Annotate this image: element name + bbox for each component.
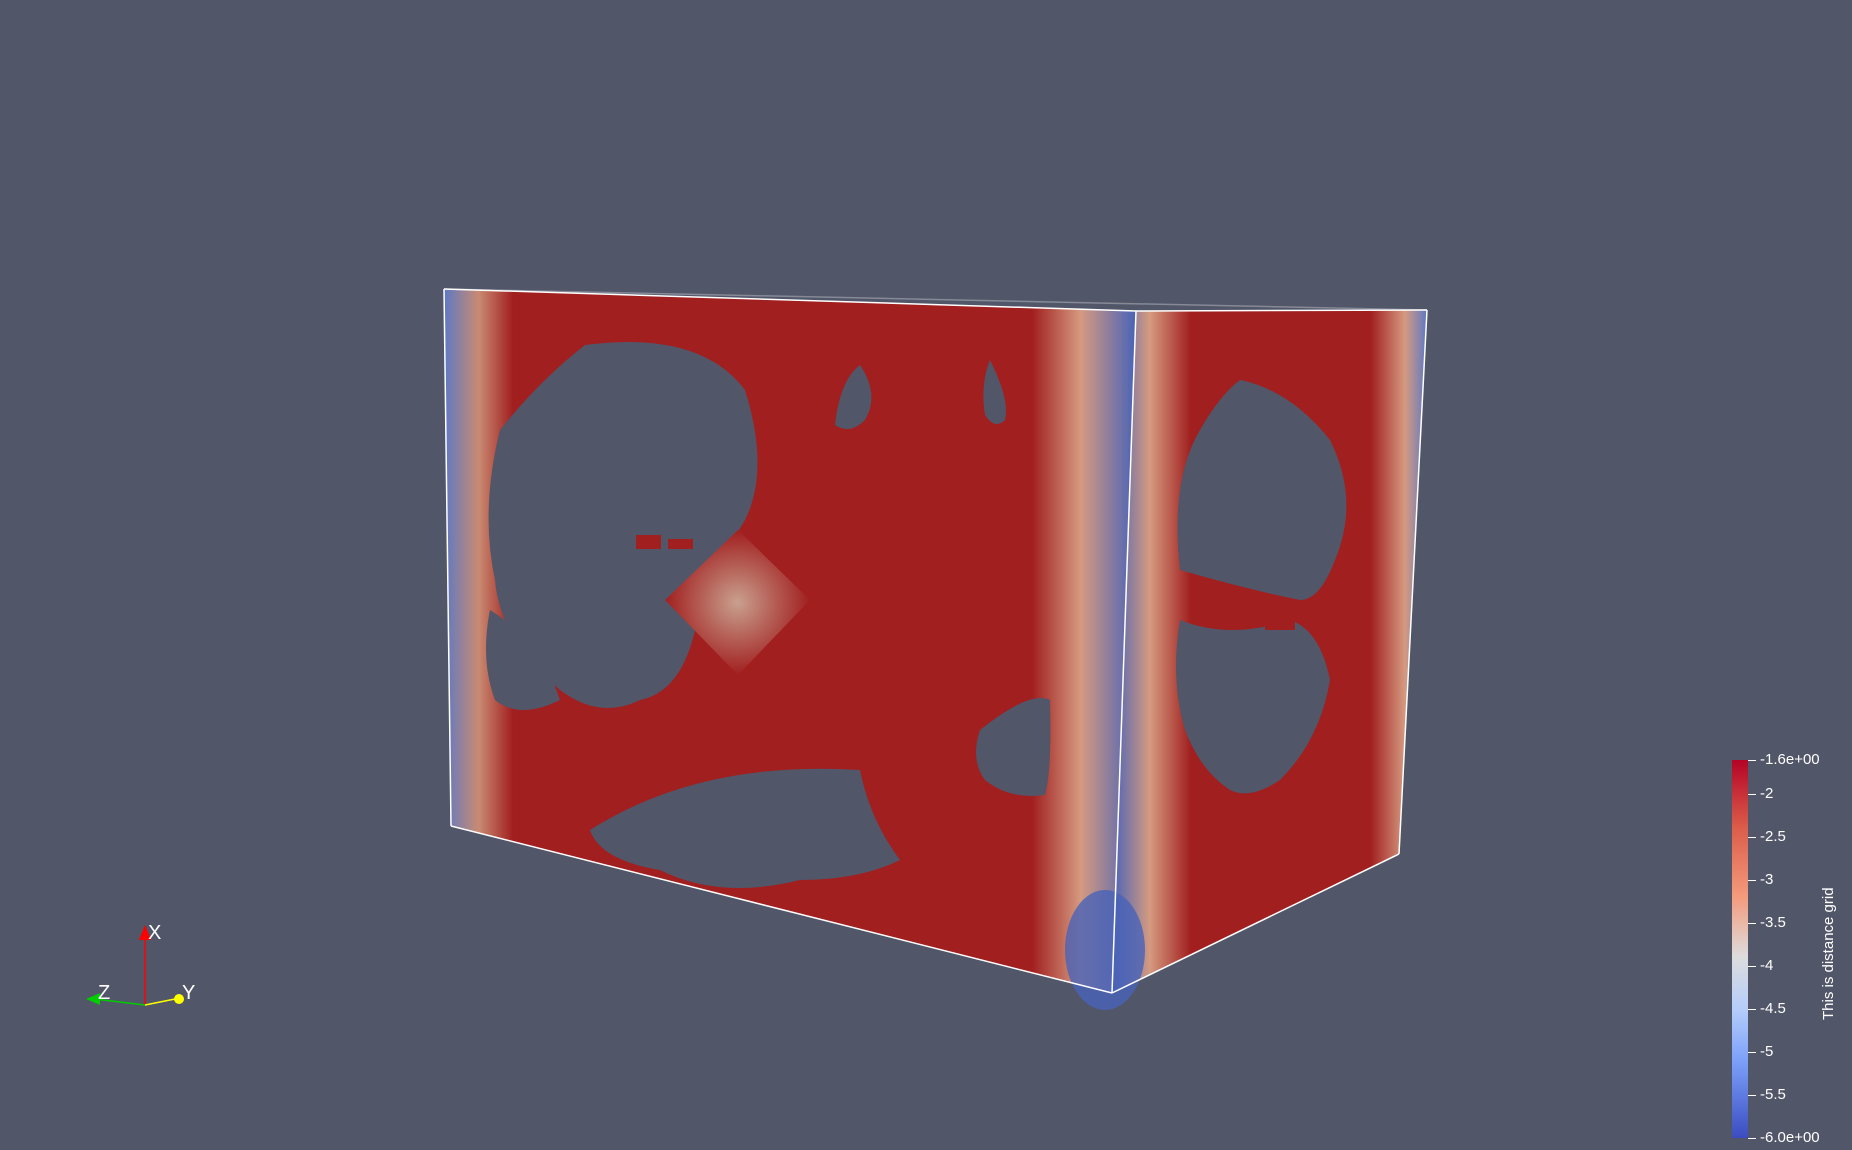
- orientation-axes-widget: [86, 925, 184, 1006]
- z-axis-arrow: [86, 993, 100, 1005]
- side-hole-lower: [1176, 620, 1330, 794]
- y-axis-label: Y: [182, 982, 196, 1004]
- colorbar-tick: [1748, 880, 1756, 881]
- colorbar-tick-label: -3: [1760, 871, 1774, 888]
- colorbar-tick: [1748, 1009, 1756, 1010]
- hole-bottom-large: [590, 768, 900, 888]
- colorbar-tick: [1748, 794, 1756, 795]
- colorbar-tick: [1748, 760, 1756, 761]
- colorbar-tick-label: -6.0e+00: [1760, 1129, 1820, 1146]
- side-stub-2: [1235, 608, 1257, 620]
- colorbar-tick-label: -5: [1760, 1043, 1774, 1060]
- side-hole-upper: [1177, 380, 1347, 600]
- blob-stub: [636, 535, 661, 549]
- x-axis-label: X: [148, 922, 162, 944]
- colorbar-tick-label: -1.6e+00: [1760, 751, 1820, 768]
- colorbar-tick: [1748, 837, 1756, 838]
- colorbar-tick: [1748, 1095, 1756, 1096]
- z-axis-label: Z: [98, 982, 111, 1004]
- y-axis-line: [144, 998, 176, 1006]
- blob-stub-2: [668, 539, 693, 549]
- colorbar-tick: [1748, 923, 1756, 924]
- colorbar-tick: [1748, 1052, 1756, 1053]
- colorbar-tick-label: -2.5: [1760, 828, 1786, 845]
- outline-box: [443, 288, 1428, 994]
- colorbar-tick: [1748, 966, 1756, 967]
- colorbar-tick-label: -2: [1760, 785, 1774, 802]
- side-stub: [1265, 600, 1295, 630]
- hole-left-lower: [486, 610, 560, 710]
- colorbar-tick-label: -4: [1760, 957, 1774, 974]
- colorbar-tick: [1748, 1138, 1756, 1139]
- colorbar-tick-label: -5.5: [1760, 1086, 1786, 1103]
- colorbar-legend: -1.6e+00 -2 -2.5 -3 -3.5 -4 -4.5 -5 -5.5 -6.0e+00: [1732, 752, 1820, 1146]
- colorbar-tick-label: -4.5: [1760, 1000, 1786, 1017]
- corner-shade: [1065, 890, 1145, 1010]
- colorbar-gradient: [1732, 760, 1748, 1138]
- hole-top-middle: [835, 365, 872, 429]
- x-axis-arrow: [139, 925, 151, 940]
- y-axis-marker: [174, 994, 184, 1004]
- colorbar-title: This is distance grid: [1820, 887, 1837, 1020]
- colorbar-tick-label: -3.5: [1760, 914, 1786, 931]
- z-axis-line: [94, 998, 146, 1006]
- central-blob: [665, 530, 810, 675]
- hole-top-right: [983, 360, 1006, 424]
- hole-bottom-right: [976, 698, 1051, 796]
